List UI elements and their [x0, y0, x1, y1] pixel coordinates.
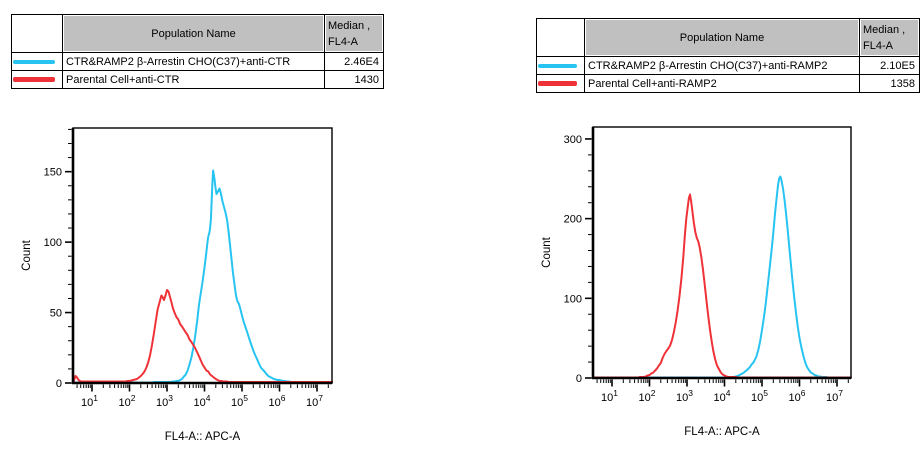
x-tick-label: 103: [676, 388, 693, 404]
x-tick-label: 104: [714, 388, 731, 404]
flow-histogram-right: 101 102 103 104 105 106 107 0 100 200 300 Count FL4-…: [541, 126, 852, 438]
population-name: CTR&RAMP2 β-Arrestin CHO(C37)+anti-CTR: [62, 52, 325, 71]
y-tick-label: 0: [576, 373, 582, 385]
median-header-line1: Median ,: [328, 19, 371, 32]
population-name-header: Population Name: [584, 18, 860, 57]
red-series-swatch: [538, 81, 577, 86]
legend-table-left: Population Name Median , FL4-A CTR&RAMP2…: [11, 14, 384, 89]
x-tick-label: 102: [639, 388, 656, 404]
x-axis-title: FL4-A:: APC-A: [165, 431, 241, 443]
plot-border: [72, 127, 333, 384]
y-tick-label: 0: [56, 378, 62, 390]
x-tick-label: 104: [194, 393, 211, 409]
table-row: Parental Cell+anti-RAMP2 1358: [536, 74, 920, 93]
x-tick-label: 102: [119, 393, 136, 409]
x-tick-label: 105: [751, 388, 768, 404]
legend-table-right: Population Name Median , FL4-A CTR&RAMP2…: [536, 18, 920, 93]
population-name-header: Population Name: [62, 14, 325, 53]
y-tick-label: 150: [44, 167, 62, 179]
x-tick-label: 101: [601, 388, 618, 404]
median-value: 2.10E5: [859, 56, 920, 75]
legend-header-row: Population Name Median , FL4-A: [536, 18, 920, 57]
red-series-swatch: [13, 77, 55, 82]
population-name: Parental Cell+anti-RAMP2: [584, 74, 860, 93]
population-name: CTR&RAMP2 β-Arrestin CHO(C37)+anti-RAMP2: [584, 56, 860, 75]
x-tick-label: 107: [306, 393, 323, 409]
median-header: Median , FL4-A: [324, 14, 384, 53]
histogram-curve: [593, 193, 852, 379]
x-tick-label: 105: [231, 393, 248, 409]
median-value: 1358: [859, 74, 920, 93]
cyan-series-swatch: [13, 59, 55, 64]
series-swatch-cell: [536, 74, 585, 93]
median-header-line1: Median ,: [863, 23, 906, 36]
histogram-curve: [73, 289, 333, 384]
median-value: 2.46E4: [324, 52, 384, 71]
y-tick-label: 100: [44, 237, 62, 249]
y-tick-label: 300: [564, 134, 582, 146]
median-header: Median , FL4-A: [859, 18, 920, 57]
legend-swatch-header-cell: [536, 18, 585, 57]
x-tick-label: 107: [826, 388, 843, 404]
series-swatch-cell: [11, 70, 63, 89]
y-axis-title: Count: [21, 239, 33, 270]
y-tick-label: 200: [564, 214, 582, 226]
y-tick-label: 50: [50, 308, 62, 320]
table-row: CTR&RAMP2 β-Arrestin CHO(C37)+anti-CTR 2…: [11, 52, 384, 71]
x-tick-label: 101: [81, 393, 98, 409]
legend-swatch-header-cell: [11, 14, 63, 53]
table-row: CTR&RAMP2 β-Arrestin CHO(C37)+anti-RAMP2…: [536, 56, 920, 75]
y-tick-label: 100: [564, 293, 582, 305]
flow-histogram-left: 101 102 103 104 105 106 107 0 50 100 150 Count FL4-A…: [21, 127, 333, 443]
series-swatch-cell: [11, 52, 63, 71]
median-value: 1430: [324, 70, 384, 89]
median-header-line2: FL4-A: [328, 35, 358, 48]
legend-header-row: Population Name Median , FL4-A: [11, 14, 384, 53]
histogram-curve: [73, 169, 333, 384]
x-tick-label: 106: [269, 393, 286, 409]
population-name: Parental Cell+anti-CTR: [62, 70, 325, 89]
x-tick-label: 103: [156, 393, 173, 409]
histogram-curve: [593, 175, 852, 379]
cyan-series-swatch: [538, 63, 577, 68]
x-axis-title: FL4-A:: APC-A: [684, 426, 760, 438]
x-tick-label: 106: [789, 388, 806, 404]
plot-border: [592, 126, 852, 379]
y-axis-title: Count: [541, 236, 553, 267]
series-swatch-cell: [536, 56, 585, 75]
table-row: Parental Cell+anti-CTR 1430: [11, 70, 384, 89]
median-header-line2: FL4-A: [863, 39, 893, 52]
